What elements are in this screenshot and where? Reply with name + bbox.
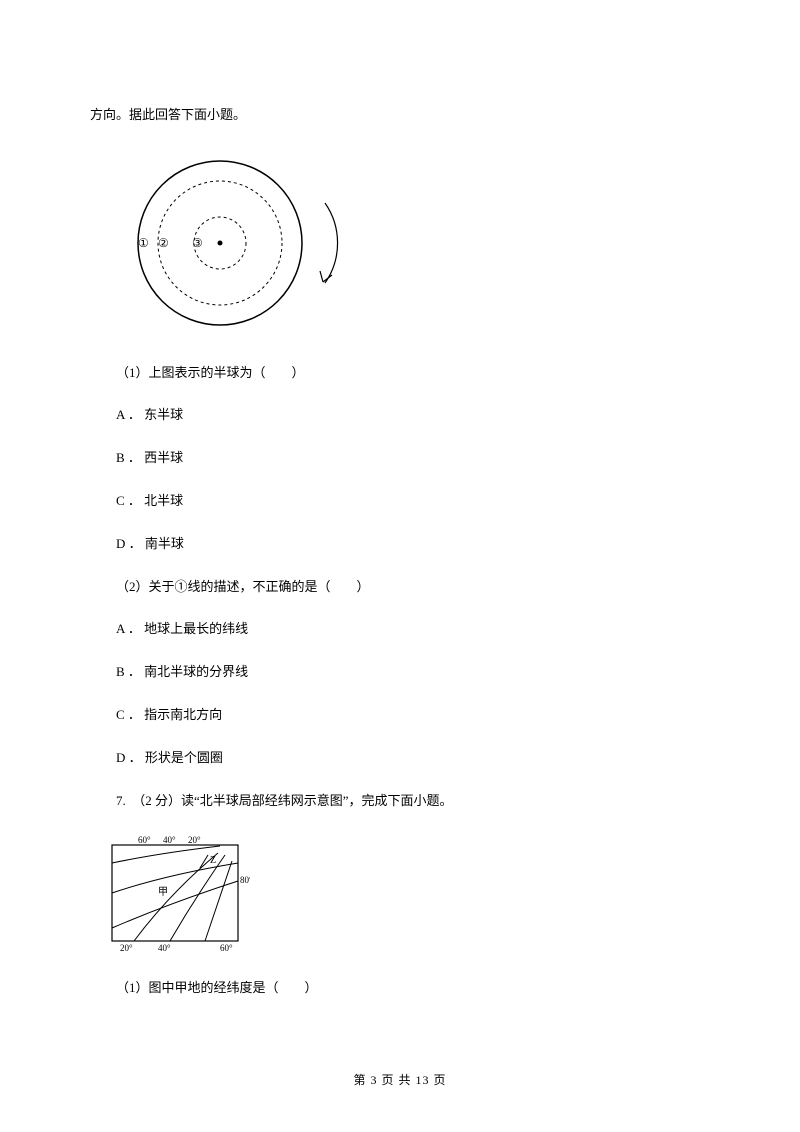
center-dot — [218, 240, 223, 245]
page-footer: 第 3 页 共 13 页 — [0, 1071, 800, 1090]
parallel-2 — [112, 863, 238, 893]
intro-text: 方向。据此回答下面小题。 — [90, 105, 710, 126]
q1-stem: （1）上图表示的半球为（ ） — [90, 363, 710, 384]
rotation-arc — [325, 203, 338, 283]
hemisphere-svg: ① ② ③ — [110, 148, 370, 338]
q1-opt-b: B ． 西半球 — [90, 448, 710, 469]
label-2: ② — [158, 236, 169, 250]
footer-prefix: 第 — [353, 1073, 370, 1087]
lbl-t60: 60° — [138, 835, 151, 845]
lbl-b60: 60° — [220, 943, 233, 953]
lbl-r80: 80° — [240, 875, 250, 885]
q7-sub1: （1）图中甲地的经纬度是（ ） — [90, 978, 710, 999]
q7-stem: 7. （2 分）读“北半球局部经纬网示意图”，完成下面小题。 — [90, 791, 710, 812]
rotation-arrowhead — [320, 271, 332, 282]
graticule-diagram: 60° 40° 20° 80° 20° 40° 60° Z 甲 — [100, 833, 710, 960]
footer-mid: 页 共 — [377, 1073, 415, 1087]
lbl-b20: 20° — [120, 943, 133, 953]
meridian-3 — [205, 861, 232, 941]
q2-stem: （2）关于①线的描述，不正确的是（ ） — [90, 577, 710, 598]
lbl-z: Z — [210, 855, 216, 866]
lbl-jia: 甲 — [158, 887, 168, 898]
q2-opt-a: A ． 地球上最长的纬线 — [90, 619, 710, 640]
meridian-2 — [170, 855, 225, 941]
label-3: ③ — [192, 236, 203, 250]
parallel-1 — [112, 881, 238, 928]
q1-opt-d: D ． 南半球 — [90, 534, 710, 555]
q1-opt-c: C ． 北半球 — [90, 491, 710, 512]
q2-opt-c: C ． 指示南北方向 — [90, 705, 710, 726]
parallel-3 — [112, 846, 220, 863]
lbl-b40: 40° — [158, 943, 171, 953]
q2-opt-b: B ． 南北半球的分界线 — [90, 662, 710, 683]
hemisphere-diagram: ① ② ③ — [110, 148, 710, 345]
page-content: 方向。据此回答下面小题。 ① ② ③ （1）上图表示的半球为（ ） A ． 东半… — [0, 0, 800, 1061]
q1-opt-a: A ． 东半球 — [90, 405, 710, 426]
z-line — [200, 855, 208, 868]
lbl-t40: 40° — [163, 835, 176, 845]
meridian-1 — [134, 853, 218, 941]
footer-total: 13 — [416, 1073, 430, 1087]
label-1: ① — [138, 236, 149, 250]
graticule-svg: 60° 40° 20° 80° 20° 40° 60° Z 甲 — [100, 833, 250, 953]
footer-suffix: 页 — [430, 1073, 447, 1087]
lbl-t20: 20° — [188, 835, 201, 845]
q2-opt-d: D ． 形状是个圆圈 — [90, 748, 710, 769]
